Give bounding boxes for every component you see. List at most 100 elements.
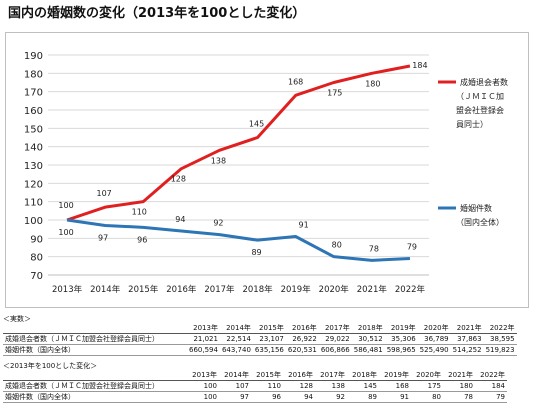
data-label: 110 <box>132 208 147 217</box>
y-tick-label: 120 <box>24 179 43 190</box>
table-row: 婚姻件数（国内全体） 100 97 96 94 92 89 91 80 78 79 <box>3 391 507 403</box>
table-year-header: 2017年 <box>315 370 347 381</box>
data-label: 100 <box>58 228 73 237</box>
x-tick-label: 2013年 <box>52 284 83 295</box>
table-cell: 89 <box>347 391 379 403</box>
series-line-2 <box>66 218 411 262</box>
line-chart: 70 80 90 100 110 120 130 140 150 160 170 180 190 2013… <box>5 32 529 308</box>
chart-svg: 70 80 90 100 110 120 130 140 150 160 170 180 190 2013… <box>24 51 508 295</box>
data-label: 89 <box>251 248 261 257</box>
actual-table-caption: ＜実数＞ <box>3 315 31 323</box>
table-row-label: 婚姻件数（国内全体） <box>3 391 187 403</box>
data-label: 92 <box>213 219 223 228</box>
table-year-header: 2022年 <box>483 323 517 334</box>
x-tick-label: 2017年 <box>204 284 235 295</box>
table-year-header: 2016年 <box>285 323 319 334</box>
x-tick-label: 2021年 <box>357 284 388 295</box>
table-cell: 91 <box>379 391 411 403</box>
table-corner-cell <box>3 370 187 381</box>
x-tick-label: 2016年 <box>166 284 197 295</box>
data-label: 80 <box>332 241 342 250</box>
page-title: 国内の婚姻数の変化（2013年を100とした変化） <box>8 6 306 21</box>
y-tick-label: 150 <box>24 124 43 135</box>
table-cell: 107 <box>219 380 251 392</box>
table-row-label: 婚姻件数（国内全体） <box>3 344 187 356</box>
x-tick-label: 2019年 <box>281 284 312 295</box>
table-cell: 22,514 <box>219 333 253 345</box>
y-tick-label: 170 <box>24 88 43 99</box>
table-cell: 184 <box>475 380 507 392</box>
table-year-header: 2022年 <box>475 370 507 381</box>
table-year-header: 2016年 <box>283 370 315 381</box>
x-tick-label: 2014年 <box>90 284 121 295</box>
y-tick-label: 190 <box>24 51 43 62</box>
table-cell: 128 <box>283 380 315 392</box>
data-label: 128 <box>171 175 186 184</box>
table-cell: 514,252 <box>450 344 484 356</box>
table-cell: 586,481 <box>351 344 385 356</box>
table-row: 成婚退会者数（ＪＭＩＣ加盟会社登録会員同士） 100 107 110 128 138 145… <box>3 380 507 392</box>
data-label: 78 <box>369 244 379 253</box>
table-cell: 97 <box>219 391 251 403</box>
data-label: 91 <box>299 221 309 230</box>
legend-label-1: 員同士） <box>456 119 488 129</box>
data-label: 94 <box>175 215 185 224</box>
table-year-header: 2014年 <box>219 370 251 381</box>
table-cell: 598,965 <box>384 344 418 356</box>
table-cell: 635,156 <box>252 344 286 356</box>
legend-label-1: 成婚退会者数 <box>460 77 508 87</box>
data-label: 107 <box>97 189 112 198</box>
table-year-header: 2013年 <box>187 370 219 381</box>
legend-label-1: （ＪＭＩＣ加 <box>456 91 504 101</box>
table-year-header: 2014年 <box>219 323 253 334</box>
table-year-header: 2021年 <box>450 323 484 334</box>
data-label: 100 <box>58 201 73 210</box>
table-year-header: 2019年 <box>384 323 418 334</box>
table-cell: 138 <box>315 380 347 392</box>
data-label: 145 <box>249 120 264 129</box>
table-cell: 100 <box>187 380 219 392</box>
y-tick-label: 90 <box>30 234 43 245</box>
y-tick-label: 80 <box>30 253 43 264</box>
table-cell: 30,512 <box>351 333 385 345</box>
y-tick-label: 100 <box>24 216 43 227</box>
table-row-label: 成婚退会者数（ＪＭＩＣ加盟会社登録会員同士） <box>3 333 187 345</box>
y-tick-label: 140 <box>24 143 43 154</box>
table-year-header: 2015年 <box>252 323 286 334</box>
table-cell: 606,866 <box>318 344 352 356</box>
legend-label-2: （国内全体） <box>456 217 504 227</box>
y-tick-label: 110 <box>24 198 43 209</box>
table-corner-cell <box>3 323 187 334</box>
table-row: 婚姻件数（国内全体） 660,594 643,740 635,156 620,531 60… <box>3 344 517 356</box>
index-values-table: 2013年 2014年 2015年 2016年 2017年 2018年 2019年 2020年… <box>3 370 507 403</box>
table-year-header: 2013年 <box>187 323 220 334</box>
data-label: 138 <box>211 156 226 165</box>
table-cell: 92 <box>315 391 347 403</box>
table-cell: 94 <box>283 391 315 403</box>
table-cell: 79 <box>475 391 507 403</box>
table-year-header: 2017年 <box>318 323 352 334</box>
actual-values-table: 2013年 2014年 2015年 2016年 2017年 2018年 2019年 2020年… <box>3 323 517 356</box>
table-cell: 100 <box>187 391 219 403</box>
table-cell: 660,594 <box>187 344 220 356</box>
table-cell: 110 <box>251 380 283 392</box>
data-label: 79 <box>407 243 417 252</box>
table-cell: 29,022 <box>318 333 352 345</box>
data-label: 184 <box>412 61 427 70</box>
table-year-header: 2015年 <box>251 370 283 381</box>
table-cell: 175 <box>411 380 443 392</box>
data-label: 96 <box>137 235 147 244</box>
table-cell: 525,490 <box>417 344 451 356</box>
table-cell: 23,107 <box>252 333 286 345</box>
y-tick-label: 160 <box>24 106 43 117</box>
table-cell: 78 <box>443 391 475 403</box>
data-label: 168 <box>288 77 303 86</box>
data-label: 180 <box>365 79 380 88</box>
table-cell: 145 <box>347 380 379 392</box>
data-label: 97 <box>98 234 108 243</box>
x-tick-label: 2020年 <box>319 284 350 295</box>
data-label: 175 <box>327 89 342 98</box>
y-tick-label: 130 <box>24 161 43 172</box>
legend-label-2: 婚姻件数 <box>460 203 492 213</box>
table-year-header: 2018年 <box>351 323 385 334</box>
